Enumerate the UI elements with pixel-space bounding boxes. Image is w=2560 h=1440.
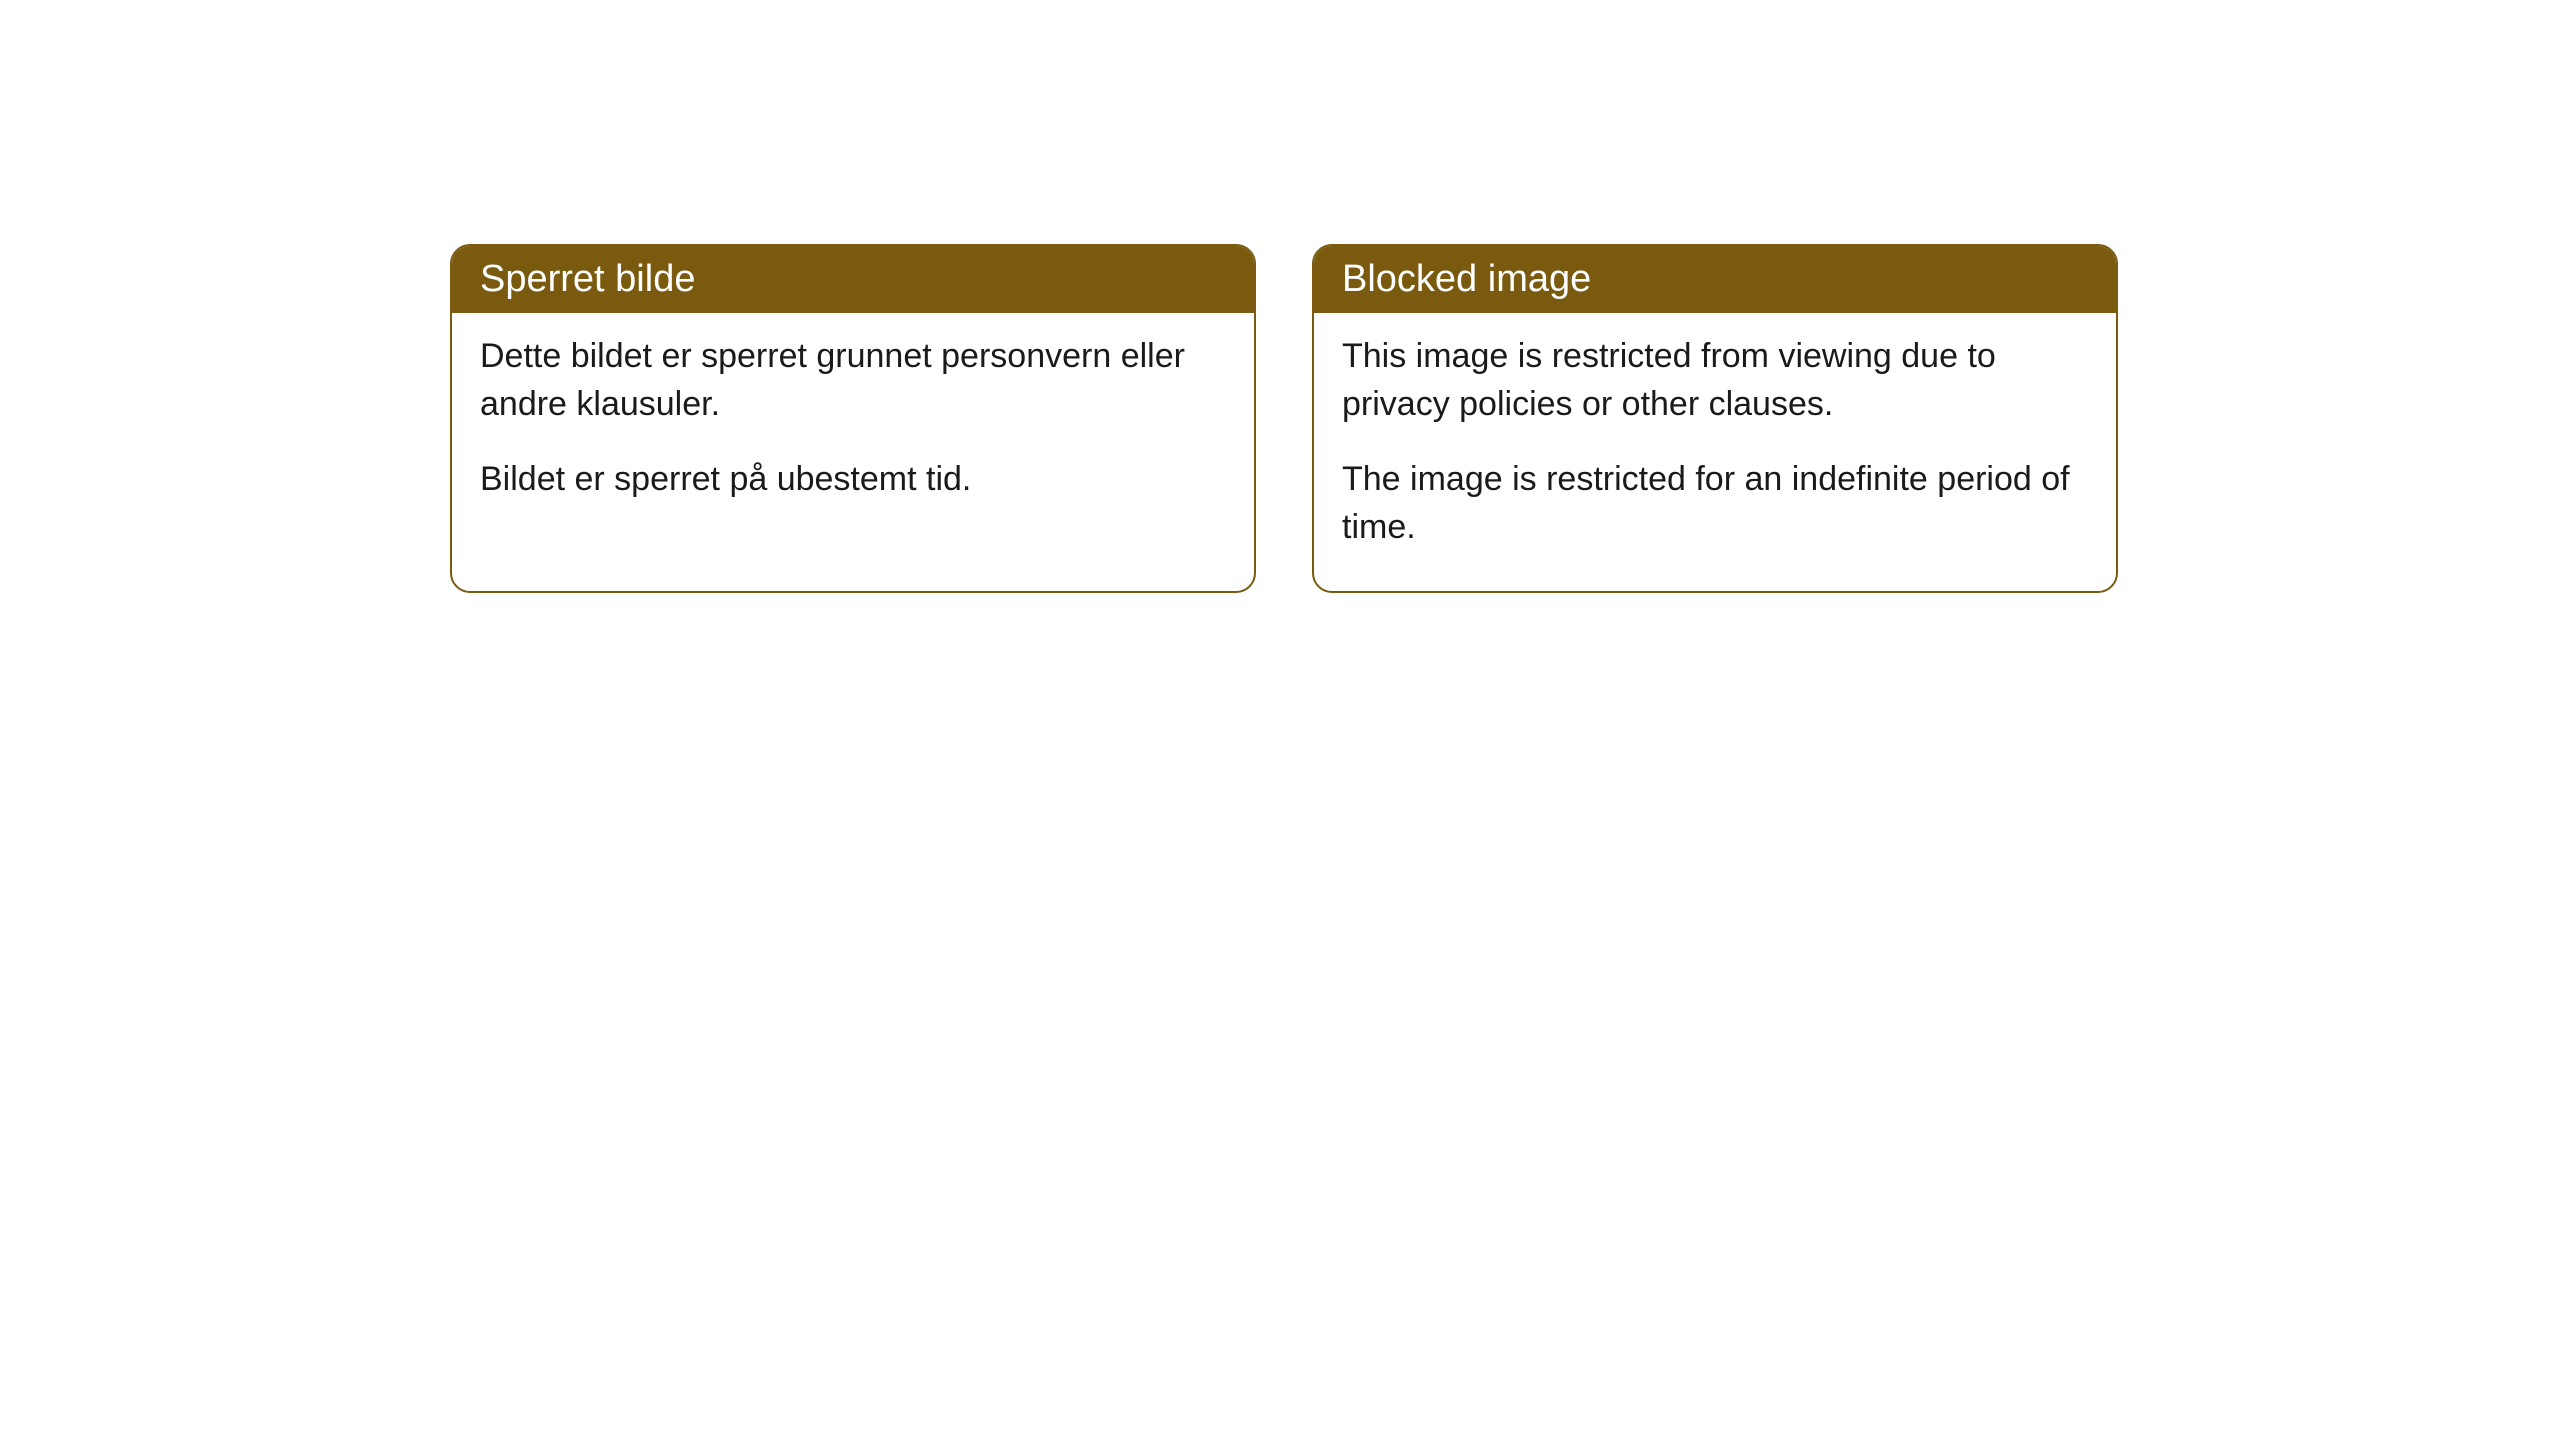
card-paragraph: Dette bildet er sperret grunnet personve… (480, 333, 1226, 428)
card-header: Sperret bilde (452, 246, 1254, 313)
blocked-image-card-no: Sperret bilde Dette bildet er sperret gr… (450, 244, 1256, 593)
blocked-image-card-en: Blocked image This image is restricted f… (1312, 244, 2118, 593)
card-body: Dette bildet er sperret grunnet personve… (452, 313, 1254, 544)
card-paragraph: The image is restricted for an indefinit… (1342, 456, 2088, 551)
cards-container: Sperret bilde Dette bildet er sperret gr… (450, 244, 2118, 593)
card-paragraph: Bildet er sperret på ubestemt tid. (480, 456, 1226, 504)
card-header: Blocked image (1314, 246, 2116, 313)
card-body: This image is restricted from viewing du… (1314, 313, 2116, 591)
card-paragraph: This image is restricted from viewing du… (1342, 333, 2088, 428)
